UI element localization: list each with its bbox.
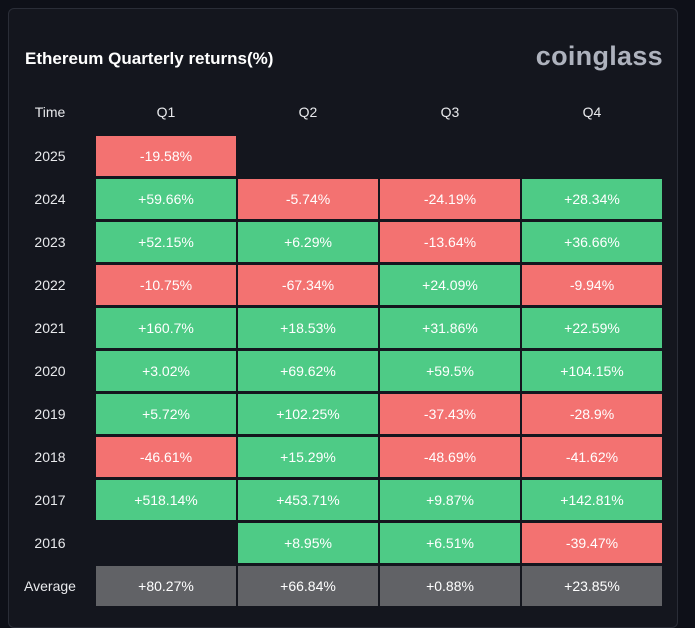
return-cell-2023-q3: -13.64% xyxy=(380,222,520,262)
return-cell-2019-q2: +102.25% xyxy=(238,394,378,434)
header-q4: Q4 xyxy=(582,104,602,120)
average-cell-q2: +66.84% xyxy=(238,566,378,606)
return-cell-2020-q3: +59.5% xyxy=(380,351,520,391)
row-label-2024: 2024 xyxy=(34,191,66,207)
return-cell-2022-q1: -10.75% xyxy=(96,265,236,305)
row-label-2018: 2018 xyxy=(34,449,66,465)
average-cell-q3: +0.88% xyxy=(380,566,520,606)
return-cell-2021-q1: +160.7% xyxy=(96,308,236,348)
return-cell-2018-q2: +15.29% xyxy=(238,437,378,477)
return-cell-2022-q2: -67.34% xyxy=(238,265,378,305)
average-cell-q4: +23.85% xyxy=(522,566,662,606)
return-cell-2019-q4: -28.9% xyxy=(522,394,662,434)
return-cell-2024-q2: -5.74% xyxy=(238,179,378,219)
return-cell-2023-q2: +6.29% xyxy=(238,222,378,262)
return-cell-2017-q4: +142.81% xyxy=(522,480,662,520)
row-label-2023: 2023 xyxy=(34,234,66,250)
row-label-2025: 2025 xyxy=(34,148,66,164)
return-cell-2016-q3: +6.51% xyxy=(380,523,520,563)
return-cell-2016-q2: +8.95% xyxy=(238,523,378,563)
header-q1: Q1 xyxy=(156,104,176,120)
return-cell-2024-q4: +28.34% xyxy=(522,179,662,219)
return-cell-2022-q3: +24.09% xyxy=(380,265,520,305)
return-cell-2021-q2: +18.53% xyxy=(238,308,378,348)
row-label-2022: 2022 xyxy=(34,277,66,293)
return-cell-2017-q1: +518.14% xyxy=(96,480,236,520)
header-time: Time xyxy=(34,104,66,120)
chart-title: Ethereum Quarterly returns(%) xyxy=(25,49,274,68)
return-cell-2022-q4: -9.94% xyxy=(522,265,662,305)
return-cell-2020-q1: +3.02% xyxy=(96,351,236,391)
brand-logo: coinglass xyxy=(535,41,663,71)
return-cell-2016-q4: -39.47% xyxy=(522,523,662,563)
return-cell-2018-q3: -48.69% xyxy=(380,437,520,477)
return-cell-2017-q3: +9.87% xyxy=(380,480,520,520)
return-cell-2019-q1: +5.72% xyxy=(96,394,236,434)
return-cell-2024-q1: +59.66% xyxy=(96,179,236,219)
return-cell-2021-q4: +22.59% xyxy=(522,308,662,348)
return-cell-2023-q4: +36.66% xyxy=(522,222,662,262)
header-q3: Q3 xyxy=(440,104,460,120)
average-cell-q1: +80.27% xyxy=(96,566,236,606)
header-q2: Q2 xyxy=(298,104,318,120)
return-cell-2020-q2: +69.62% xyxy=(238,351,378,391)
row-label-2016: 2016 xyxy=(34,535,66,551)
return-cell-2018-q4: -41.62% xyxy=(522,437,662,477)
row-label-2017: 2017 xyxy=(34,492,66,508)
return-cell-2021-q3: +31.86% xyxy=(380,308,520,348)
row-label-2019: 2019 xyxy=(34,406,66,422)
return-cell-2018-q1: -46.61% xyxy=(96,437,236,477)
row-label-average: Average xyxy=(24,578,76,594)
return-cell-2019-q3: -37.43% xyxy=(380,394,520,434)
return-cell-2023-q1: +52.15% xyxy=(96,222,236,262)
row-label-2021: 2021 xyxy=(34,320,66,336)
return-cell-2025-q1: -19.58% xyxy=(96,136,236,176)
return-cell-2020-q4: +104.15% xyxy=(522,351,662,391)
return-cell-2017-q2: +453.71% xyxy=(238,480,378,520)
return-cell-2024-q3: -24.19% xyxy=(380,179,520,219)
row-label-2020: 2020 xyxy=(34,363,66,379)
